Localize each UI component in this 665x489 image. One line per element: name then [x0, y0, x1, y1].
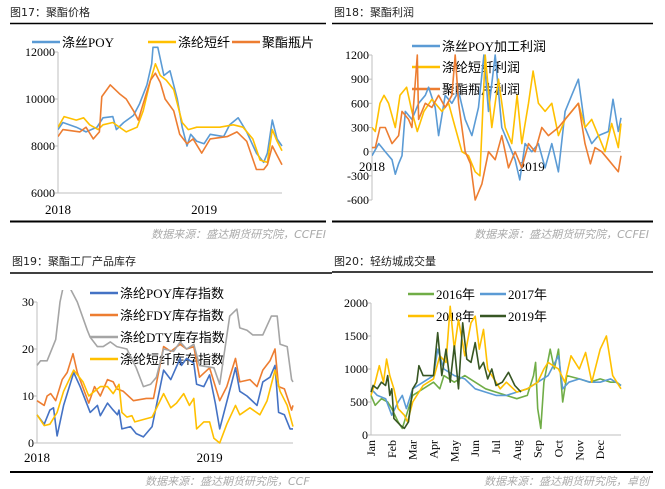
- y-tick-label: 0: [28, 436, 34, 450]
- chart-2: 0 10 20 30 2018 2019 涤纶POY库存指数涤纶FDY库存指数涤纶DTY库存…: [22, 286, 294, 465]
- x-tick-label: May: [447, 440, 461, 462]
- y-tick-label: 0: [362, 428, 368, 442]
- legend-label: 涤纶FDY库存指数: [120, 308, 224, 323]
- x-tick-label: Sep: [531, 440, 545, 458]
- chart-1: -600 -300 0 300 600 900 1200 2018 2019 涤丝POY加工利润涤…: [345, 39, 622, 207]
- x-tick-label: Jan: [364, 440, 378, 456]
- chart-title: 图20：轻纺城成交量: [334, 254, 436, 268]
- y-tick-label: 8000: [31, 139, 55, 153]
- y-tick-label: 1200: [345, 48, 369, 62]
- legend-label: 涤丝POY加工利润: [442, 39, 546, 54]
- y-tick-label: 20: [22, 342, 34, 356]
- x-tick-label: Jun: [468, 440, 482, 457]
- panel-profit: 图18：聚酯利润 数据来源：盛达期货研究院，CCFEI: [332, 5, 653, 241]
- series-group: [58, 46, 283, 171]
- series-line-2017年: [370, 348, 622, 417]
- x-tick-label: Dec: [593, 440, 607, 459]
- series-line-涤纶FDY库存指数: [36, 343, 294, 411]
- series-line-2019年: [370, 321, 522, 430]
- x-tick-label: Feb: [385, 440, 399, 458]
- y-tick-label: 1000: [344, 362, 368, 376]
- series-group: [36, 290, 294, 444]
- x-tick-label: Nov: [572, 440, 586, 461]
- series-line-涤纶POY库存指数: [36, 357, 293, 438]
- panel-volume: 图20：轻纺城成交量 数据来源：盛达期货研究院，卓创: [332, 254, 653, 488]
- x-tick-label: Jul: [489, 439, 503, 454]
- y-tick-label: 10: [22, 389, 34, 403]
- legend-label: 2017年: [508, 287, 547, 302]
- source-note: 数据来源：盛达期货研究院，CCFEI: [151, 228, 326, 241]
- y-tick-label: 2000: [344, 296, 368, 310]
- y-tick-label: 0: [363, 145, 369, 159]
- legend-label: 涤纶POY库存指数: [120, 286, 224, 301]
- series-line-涤丝POY加工利润: [372, 54, 622, 181]
- legend-label: 2018年: [436, 309, 475, 324]
- legend-label: 涤纶短纤: [178, 35, 230, 50]
- legend-label: 涤纶短纤利润: [442, 60, 520, 75]
- legend-label: 2016年: [436, 287, 475, 302]
- x-tick-label: 2019: [191, 202, 217, 217]
- y-tick-label: 900: [351, 72, 369, 86]
- x-tick-label: Mar: [406, 440, 420, 460]
- series-line-涤纶短纤库存指数: [36, 369, 294, 444]
- y-tick-label: 600: [351, 96, 369, 110]
- legend-label: 聚酯瓶片: [262, 35, 314, 50]
- source-note: 数据来源：盛达期货研究院，CCFEI: [474, 228, 649, 241]
- series-line-涤丝POY: [58, 46, 283, 164]
- series-line-涤纶短纤: [58, 62, 283, 164]
- legend-label: 涤纶DTY库存指数: [120, 330, 225, 345]
- x-tick-label: 2018: [45, 202, 71, 217]
- x-tick-label: 2018: [24, 450, 50, 465]
- panel-price: 图17：聚酯价格 数据来源：盛达期货研究院，CCFEI: [10, 5, 326, 241]
- series-line-聚酯瓶片: [58, 72, 283, 171]
- x-tick-label: 2019: [197, 450, 223, 465]
- chart-title: 图18：聚酯利润: [334, 5, 414, 19]
- y-tick-label: 10000: [25, 92, 55, 106]
- series-line-2018年: [370, 305, 622, 423]
- legend-label: 涤丝POY: [62, 35, 115, 50]
- y-tick-label: 1500: [344, 329, 368, 343]
- legend-label: 2019年: [508, 309, 547, 324]
- y-tick-label: 500: [350, 395, 368, 409]
- x-tick-label: Oct: [552, 439, 566, 457]
- series-line-聚酯瓶片利润: [372, 54, 622, 201]
- series-group: [370, 305, 622, 430]
- x-tick-label: 2018: [359, 159, 385, 174]
- chart-title: 图19：聚酯工厂产品库存: [12, 254, 136, 268]
- y-tick-label: 12000: [25, 45, 55, 59]
- source-note: 数据来源：盛达期货研究院，CCF: [145, 475, 310, 488]
- x-tick-label: Aug: [510, 440, 524, 461]
- chart-0: 6000 8000 10000 12000 2018 2019 涤丝POY 涤纶短纤 聚酯瓶片: [25, 35, 314, 217]
- y-tick-label: 300: [351, 121, 369, 135]
- y-tick-label: -300: [347, 169, 369, 183]
- y-tick-label: 6000: [31, 186, 55, 200]
- source-note: 数据来源：盛达期货研究院，卓创: [484, 475, 651, 488]
- chart-3: 0 500 1000 1500 2000 Jan Feb Mar Apr May Jun Jul Aug…: [344, 287, 622, 462]
- chart-title: 图17：聚酯价格: [10, 5, 90, 19]
- x-tick-label: Apr: [427, 440, 441, 459]
- series-group: [372, 54, 622, 201]
- y-tick-label: 30: [22, 295, 34, 309]
- legend-label: 涤纶短纤库存指数: [120, 352, 224, 367]
- x-tick-label: 2019: [519, 159, 545, 174]
- y-tick-label: -600: [347, 193, 369, 207]
- panel-inventory: 图19：聚酯工厂产品库存 数据来源：盛达期货研究院，CCF: [10, 254, 332, 488]
- series-line-涤纶DTY库存指数: [36, 290, 294, 388]
